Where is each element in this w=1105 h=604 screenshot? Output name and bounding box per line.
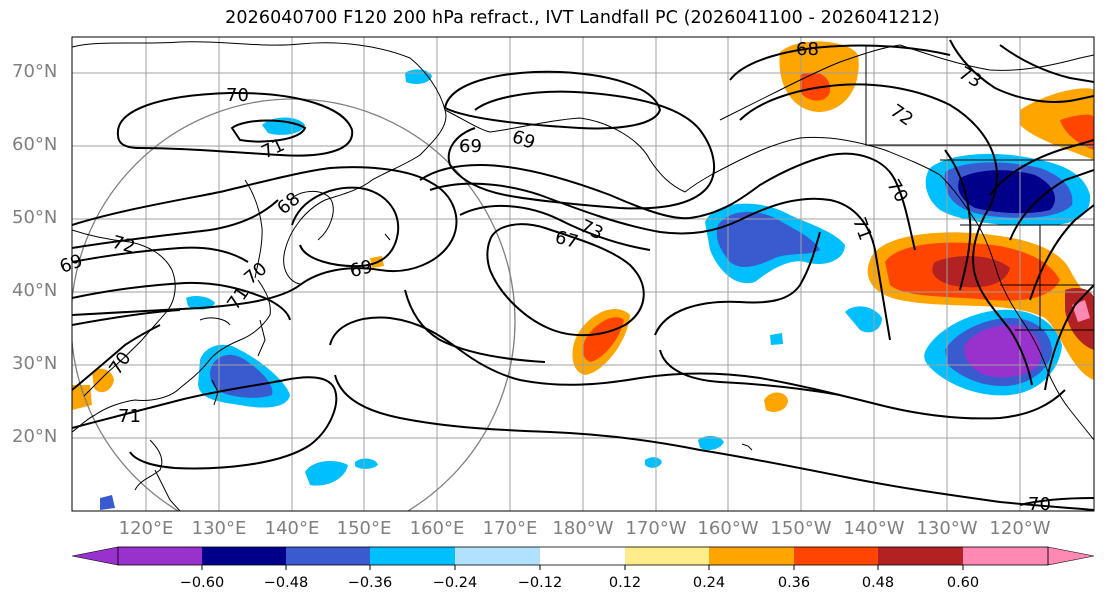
colorbar-bin	[878, 547, 963, 565]
contour-label: 69	[459, 136, 482, 157]
colorbar-tick-label: 0.48	[861, 575, 895, 591]
landfall-region-circle	[72, 98, 516, 511]
map-frame	[71, 36, 1095, 512]
colorbar-tick-label: −0.12	[517, 575, 563, 591]
colorbar-tick-label: 0.60	[946, 575, 980, 591]
lon-label: 120°E	[118, 518, 174, 539]
colorbar-bin	[963, 547, 1048, 565]
lon-label: 170°W	[625, 518, 687, 539]
coastlines	[72, 41, 1094, 511]
lat-label-60n: 60°N	[12, 134, 58, 155]
colorbar-tick-label: −0.36	[347, 575, 393, 591]
positive-anomaly-canada-coast	[1020, 88, 1094, 160]
colorbar-tick-label: −0.48	[263, 575, 309, 591]
graticule	[72, 37, 1094, 511]
lat-label-40n: 40°N	[12, 280, 58, 301]
colorbar-bin	[709, 547, 794, 565]
colorbar-tick-label: −0.60	[179, 575, 225, 591]
colorbar-tick-label: 0.36	[777, 575, 811, 591]
lon-label: 180°W	[552, 518, 614, 539]
map-title: 2026040700 F120 200 hPa refract., IVT La…	[225, 8, 940, 28]
lon-label: 170°E	[482, 518, 538, 539]
contour-label: 70	[1028, 494, 1051, 515]
colorbar-bin	[625, 547, 709, 565]
lon-label: 130°W	[916, 518, 978, 539]
lon-label: 130°E	[191, 518, 247, 539]
lon-label: 150°W	[770, 518, 832, 539]
lon-label: 160°W	[697, 518, 759, 539]
colorbar-bin	[286, 547, 370, 565]
lat-label-50n: 50°N	[12, 207, 58, 228]
colorbar	[71, 546, 1095, 570]
lon-label: 120°W	[989, 518, 1051, 539]
contour-label: 70	[226, 85, 249, 106]
colorbar-over-arrow	[1047, 546, 1095, 566]
contour-label: 68	[796, 39, 819, 60]
colorbar-bin	[118, 547, 202, 565]
shaded-field	[72, 41, 1094, 510]
colorbar-bin	[202, 547, 286, 565]
contour-label: 71	[118, 406, 141, 427]
lat-label-70n: 70°N	[12, 61, 58, 82]
lon-label: 160°E	[409, 518, 465, 539]
lat-label-30n: 30°N	[12, 353, 58, 374]
refractivity-contours	[72, 39, 1094, 511]
colorbar-under-arrow	[71, 546, 119, 566]
colorbar-bin	[370, 547, 455, 565]
colorbar-tick-label: 0.24	[692, 575, 726, 591]
colorbar-tick-label: −0.24	[432, 575, 478, 591]
lon-label: 150°E	[336, 518, 392, 539]
lat-label-20n: 20°N	[12, 426, 58, 447]
colorbar-bin	[794, 547, 878, 565]
colorbar-bin	[455, 547, 540, 565]
colorbar-bin	[540, 547, 625, 565]
colorbar-tick-label: 0.12	[608, 575, 642, 591]
positive-anomaly-gulf-alaska-core	[800, 72, 831, 101]
lon-label: 140°E	[264, 518, 320, 539]
lon-label: 140°W	[843, 518, 905, 539]
